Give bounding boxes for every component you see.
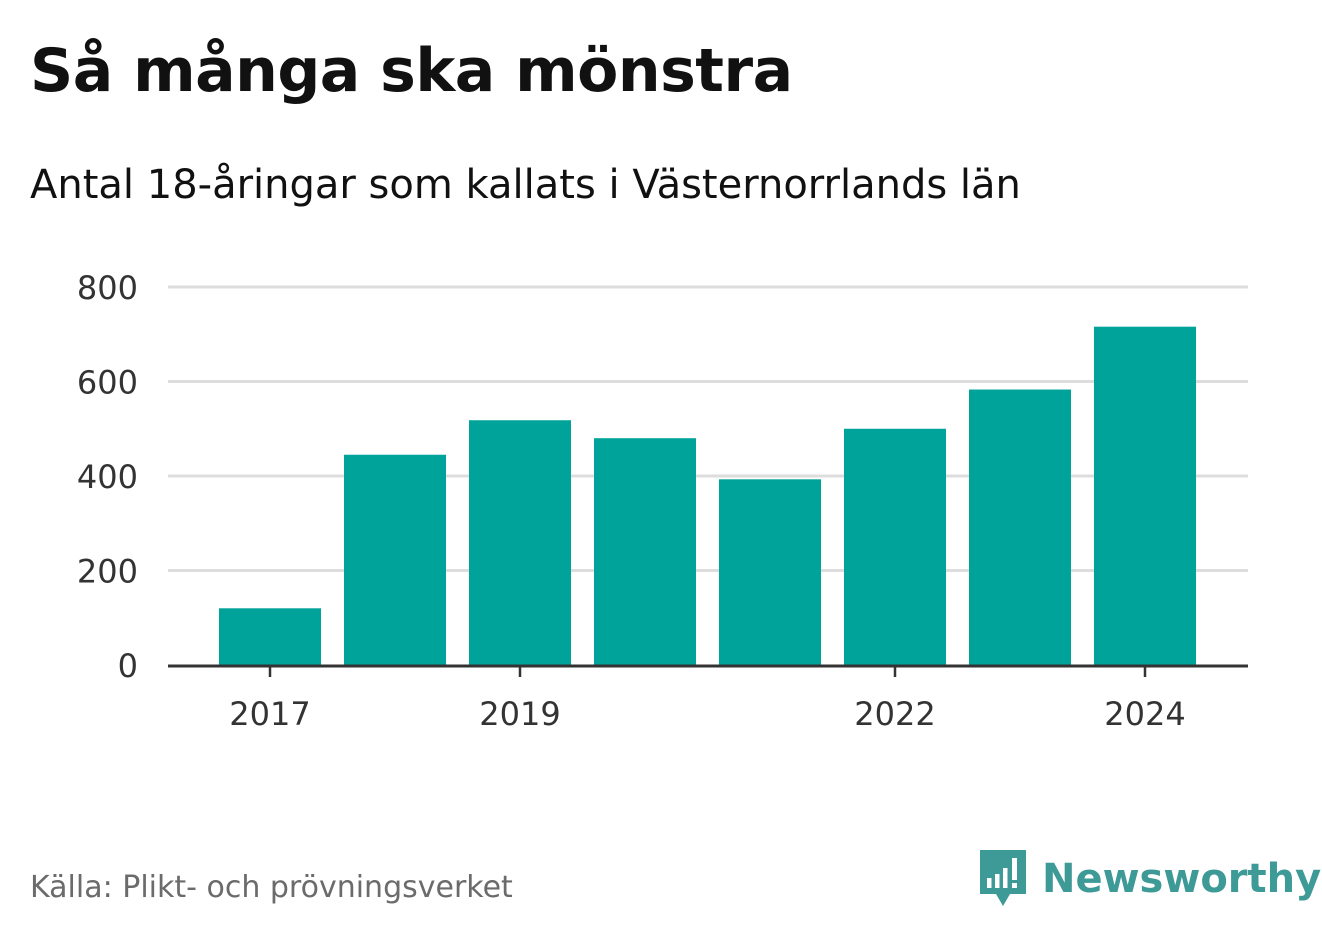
- x-tick-label: 2019: [479, 695, 560, 733]
- y-tick-label: 0: [118, 647, 138, 685]
- y-axis-ticks: 0 200 400 600 800: [77, 269, 138, 685]
- bar-2017: [219, 608, 321, 665]
- bar-chart: 0 200 400 600 800 2017 2019 2022 2024: [77, 269, 1248, 733]
- x-tick-label: 2024: [1104, 695, 1185, 733]
- bar-2022: [844, 428, 946, 665]
- chart-title: Så många ska mönstra: [30, 36, 793, 106]
- bar-2020: [594, 438, 696, 665]
- newsworthy-logo-icon: [980, 850, 1026, 906]
- brand-name: Newsworthy: [1042, 856, 1322, 902]
- bar-2018: [344, 454, 446, 665]
- bar-2024: [1094, 326, 1196, 665]
- bar-2019: [469, 420, 571, 665]
- x-tick-label: 2022: [854, 695, 935, 733]
- bars: [219, 326, 1196, 665]
- brand-logo: Newsworthy: [978, 848, 1321, 910]
- chart-subtitle: Antal 18-åringar som kallats i Västernor…: [30, 162, 1021, 208]
- bar-2023: [969, 389, 1071, 665]
- x-axis-ticks: 2017 2019 2022 2024: [229, 665, 1186, 733]
- y-tick-label: 200: [77, 553, 138, 591]
- y-tick-label: 400: [77, 458, 138, 496]
- gridlines: [168, 285, 1248, 572]
- source-note: Källa: Plikt- och prövningsverket: [30, 870, 513, 905]
- y-tick-label: 600: [77, 364, 138, 402]
- bar-2021: [719, 479, 821, 665]
- y-tick-label: 800: [77, 269, 138, 307]
- x-tick-label: 2017: [229, 695, 310, 733]
